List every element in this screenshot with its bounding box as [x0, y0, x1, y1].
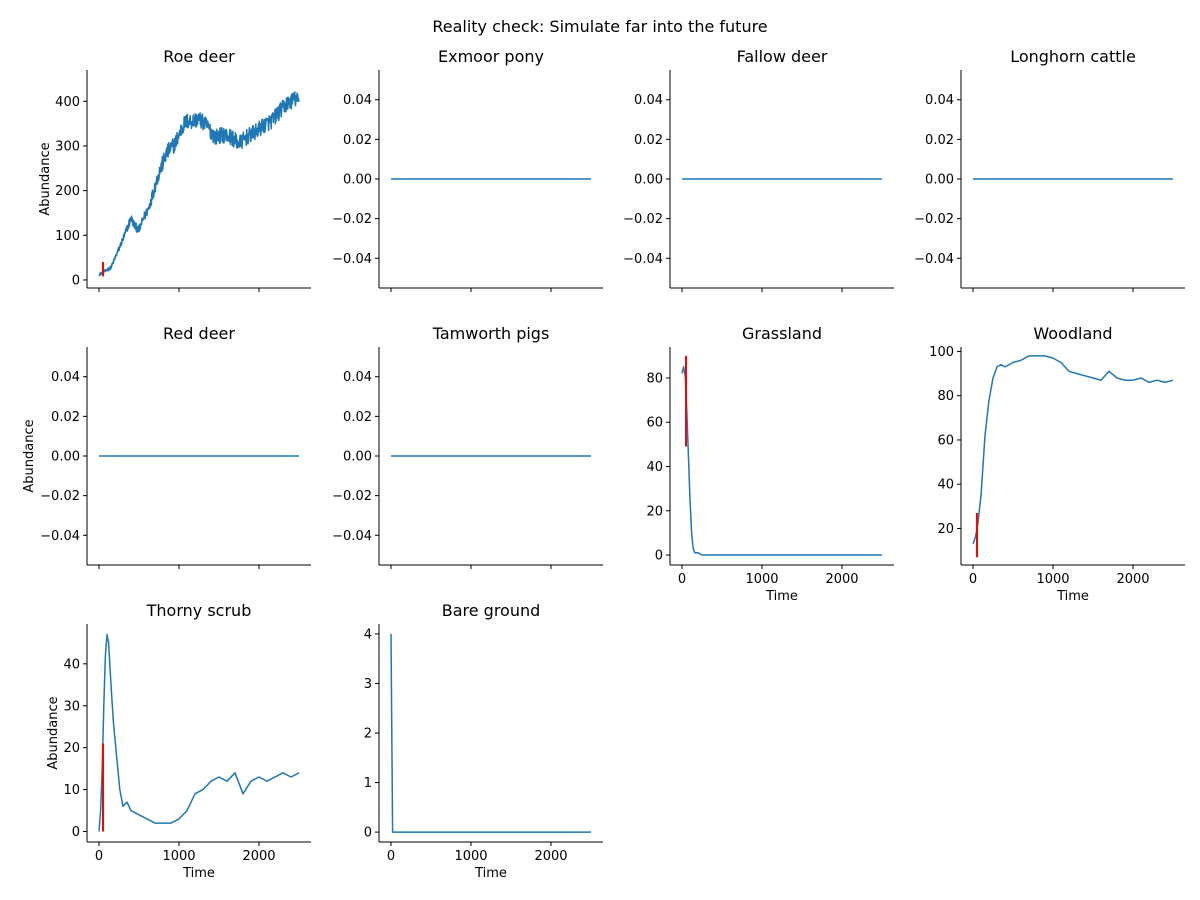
y-tick-label: 1	[364, 776, 372, 791]
x-tick-label: 0	[387, 849, 395, 864]
y-tick-label: −0.04	[623, 252, 663, 267]
panel-thorny-scrub: Thorny scrub 0 10 20 30 40 0 1000 2000 Time Abunda…	[46, 601, 311, 881]
y-tick-label: 0.00	[634, 173, 663, 188]
panel-roe-deer: Roe deer 0 100 200 300 400 Abundance	[38, 47, 311, 292]
y-tick-label: 0.02	[343, 410, 372, 425]
x-axis-label: Time	[765, 589, 798, 604]
y-tick-label: 0.00	[343, 450, 372, 465]
y-tick-label: 40	[937, 478, 954, 493]
y-tick-label: 0.00	[51, 450, 80, 465]
y-tick-label: 2	[364, 727, 372, 742]
panel-grassland: Grassland 0 20 40 60 80 0 1000 2000 Time	[646, 324, 894, 604]
panel-title: Exmoor pony	[438, 47, 544, 66]
y-tick-label: 100	[929, 345, 954, 360]
y-tick-label: 0.02	[343, 133, 372, 148]
y-tick-label: 300	[55, 139, 80, 154]
y-tick-label: 0.04	[925, 93, 954, 108]
y-tick-label: 0.00	[343, 173, 372, 188]
y-tick-label: 0.02	[925, 133, 954, 148]
panel-title: Thorny scrub	[146, 601, 252, 620]
x-axis-label: Time	[1056, 589, 1089, 604]
series-line	[973, 356, 1173, 544]
panel-title: Roe deer	[163, 47, 235, 66]
y-tick-label: 0	[72, 273, 80, 288]
y-tick-label: 20	[63, 741, 80, 756]
x-tick-label: 0	[678, 572, 686, 587]
x-tick-label: 0	[95, 849, 103, 864]
y-tick-label: 20	[646, 504, 663, 519]
x-tick-label: 0	[969, 572, 977, 587]
y-tick-label: 0	[72, 825, 80, 840]
series-line	[682, 367, 882, 555]
x-tick-label: 2000	[825, 572, 858, 587]
series-line	[99, 92, 299, 276]
panel-title: Grassland	[742, 324, 822, 343]
y-tick-label: −0.04	[332, 529, 372, 544]
panel-longhorn-cattle: Longhorn cattle −0.04 −0.02 0.00 0.02 0.04	[914, 47, 1185, 292]
y-tick-label: 3	[364, 677, 372, 692]
y-tick-label: 40	[63, 657, 80, 672]
panel-title: Fallow deer	[737, 47, 828, 66]
y-tick-label: 100	[55, 229, 80, 244]
y-tick-label: 0	[364, 826, 372, 841]
panel-bare-ground: Bare ground 0 1 2 3 4 0 1000 2000 Time	[364, 601, 603, 881]
x-tick-label: 1000	[1036, 572, 1069, 587]
y-tick-label: 10	[63, 783, 80, 798]
y-tick-label: 60	[937, 433, 954, 448]
panel-title: Woodland	[1033, 324, 1112, 343]
y-tick-label: 0.04	[343, 93, 372, 108]
y-tick-label: 60	[646, 416, 663, 431]
y-tick-label: −0.04	[40, 529, 80, 544]
y-tick-label: 0.04	[343, 370, 372, 385]
y-tick-label: 30	[63, 699, 80, 714]
y-tick-label: 0	[655, 549, 663, 564]
y-tick-label: 400	[55, 95, 80, 110]
y-tick-label: 80	[937, 389, 954, 404]
figure-suptitle: Reality check: Simulate far into the fut…	[432, 17, 767, 36]
series-line	[99, 635, 299, 832]
panel-title: Tamworth pigs	[432, 324, 550, 343]
y-tick-label: 0.04	[51, 370, 80, 385]
y-tick-label: 20	[937, 522, 954, 537]
x-tick-label: 2000	[534, 849, 567, 864]
x-axis-label: Time	[474, 866, 507, 881]
y-tick-label: −0.02	[623, 212, 663, 227]
series-line	[391, 634, 591, 832]
x-tick-label: 1000	[162, 849, 195, 864]
y-tick-label: 0.04	[634, 93, 663, 108]
y-axis-label: Abundance	[22, 419, 37, 492]
y-tick-label: −0.04	[914, 252, 954, 267]
y-tick-label: 4	[364, 627, 372, 642]
y-tick-label: −0.02	[914, 212, 954, 227]
y-tick-label: −0.02	[332, 212, 372, 227]
x-tick-label: 2000	[242, 849, 275, 864]
panel-title: Bare ground	[442, 601, 541, 620]
y-tick-label: 0.00	[925, 173, 954, 188]
y-axis-label: Abundance	[38, 142, 53, 215]
y-axis-label: Abundance	[46, 696, 61, 769]
y-tick-label: 0.02	[51, 410, 80, 425]
x-tick-label: 1000	[745, 572, 778, 587]
x-tick-label: 1000	[454, 849, 487, 864]
y-tick-label: −0.04	[332, 252, 372, 267]
y-tick-label: 200	[55, 184, 80, 199]
panel-title: Longhorn cattle	[1010, 47, 1136, 66]
x-axis-label: Time	[182, 866, 215, 881]
x-tick-label: 2000	[1116, 572, 1149, 587]
panel-tamworth-pigs: Tamworth pigs −0.04 −0.02 0.00 0.02 0.04	[332, 324, 603, 569]
y-tick-label: 80	[646, 371, 663, 386]
y-tick-label: −0.02	[40, 489, 80, 504]
y-tick-label: −0.02	[332, 489, 372, 504]
panel-exmoor-pony: Exmoor pony −0.04 −0.02 0.00 0.02 0.04	[332, 47, 603, 292]
panel-fallow-deer: Fallow deer −0.04 −0.02 0.00 0.02 0.04	[623, 47, 894, 292]
y-tick-label: 0.02	[634, 133, 663, 148]
y-tick-label: 40	[646, 460, 663, 475]
panel-title: Red deer	[163, 324, 235, 343]
panel-red-deer: Red deer −0.04 −0.02 0.00 0.02 0.04 Abundance	[22, 324, 311, 569]
